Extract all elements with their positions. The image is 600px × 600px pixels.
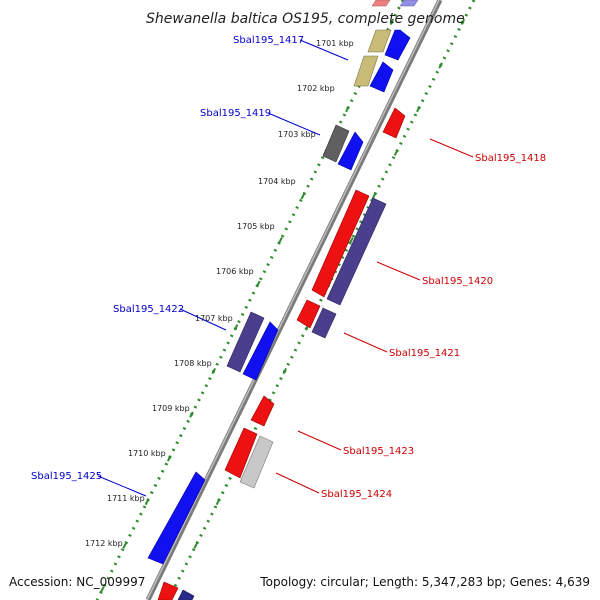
gene-feature <box>322 124 350 163</box>
gene-feature <box>369 61 394 93</box>
kbp-label: 1709 kbp <box>152 404 190 413</box>
kbp-labels: 1701 kbp 1702 kbp 1703 kbp 1704 kbp 1705… <box>85 39 354 548</box>
ruler-tick <box>282 367 288 375</box>
gene-feature <box>337 131 364 171</box>
ruler-tick <box>389 18 395 25</box>
ruler-line-left <box>95 0 405 600</box>
map-title: Shewanella baltica OS195, complete genom… <box>146 11 465 27</box>
gene-label-sbal195-1419: Sbal195_1419 <box>200 108 271 119</box>
leader-line-1421 <box>343 332 388 353</box>
kbp-label: 1707 kbp <box>195 314 233 323</box>
topology-text: Topology: circular; Length: 5,347,283 bp… <box>259 575 590 589</box>
ruler-tick <box>215 498 221 506</box>
ruler-tick <box>300 193 306 200</box>
gene-feature <box>250 395 275 427</box>
kbp-label: 1712 kbp <box>85 539 123 548</box>
kbp-label: 1704 kbp <box>258 177 296 186</box>
kbp-label: 1711 kbp <box>107 494 145 503</box>
gene-feature <box>371 0 391 7</box>
ruler-tick <box>166 455 172 462</box>
ruler-tick <box>438 62 443 69</box>
kbp-label: 1702 kbp <box>297 84 335 93</box>
gene-feature <box>177 589 195 600</box>
ruler-tick <box>122 542 127 549</box>
leader-line-1423 <box>297 430 342 451</box>
leader-line-1422 <box>179 308 227 331</box>
ruler-tick <box>349 236 354 244</box>
gene-label-sbal195-1424: Sbal195_1424 <box>321 489 392 500</box>
gene-label-sbal195-1425: Sbal195_1425 <box>31 471 102 482</box>
gene-label-sbal195-1421: Sbal195_1421 <box>389 348 460 359</box>
gene-label-sbal195-1418: Sbal195_1418 <box>475 153 546 164</box>
kbp-label: 1710 kbp <box>128 449 166 458</box>
ruler-tick <box>211 367 217 375</box>
gene-feature <box>296 299 321 329</box>
ruler-tick <box>256 280 261 287</box>
gene-feature <box>157 581 179 600</box>
gene-feature <box>239 435 274 489</box>
genome-backbone <box>145 0 443 600</box>
kbp-label: 1701 kbp <box>316 39 354 48</box>
gene-feature <box>326 197 387 306</box>
ruler-tick <box>189 411 194 418</box>
gene-feature <box>399 0 419 7</box>
ruler-tick <box>345 106 350 113</box>
gene-feature <box>367 29 392 53</box>
gene-label-sbal195-1420: Sbal195_1420 <box>422 276 493 287</box>
ruler-tick <box>100 586 105 593</box>
gene-feature <box>311 189 370 298</box>
gene-feature <box>353 55 379 87</box>
gene-features <box>147 0 419 600</box>
leader-line-1418 <box>429 138 474 158</box>
gene-label-sbal195-1423: Sbal195_1423 <box>343 446 414 457</box>
leader-line-1425 <box>97 475 147 497</box>
kbp-label: 1708 kbp <box>174 359 212 368</box>
ruler-tick <box>460 18 466 25</box>
gene-feature <box>384 29 411 61</box>
leader-line-1420 <box>376 261 421 281</box>
kbp-label: 1703 kbp <box>278 130 316 139</box>
ruler-tick <box>144 498 150 506</box>
ruler-tick <box>233 324 239 331</box>
kbp-label: 1706 kbp <box>216 267 254 276</box>
leader-line-1417 <box>299 39 349 61</box>
leader-lines <box>97 39 474 497</box>
gene-feature <box>226 311 265 373</box>
gene-feature <box>242 321 279 381</box>
gene-feature <box>147 471 206 565</box>
kbp-label: 1705 kbp <box>237 222 275 231</box>
gene-label-sbal195-1422: Sbal195_1422 <box>113 304 184 315</box>
leader-line-1419 <box>267 112 321 136</box>
gene-labels-left: Sbal195_1417 Sbal195_1419 Sbal195_1422 S… <box>31 35 304 482</box>
gene-feature <box>311 307 337 339</box>
leader-line-1424 <box>275 472 320 494</box>
gene-label-sbal195-1417: Sbal195_1417 <box>233 35 304 46</box>
ruler-tick <box>193 542 198 549</box>
gene-labels-right: Sbal195_1418 Sbal195_1420 Sbal195_1421 S… <box>321 153 546 500</box>
genome-backbone-highlight <box>146 0 440 600</box>
ruler-tick <box>416 106 421 113</box>
accession-text: Accession: NC_009997 <box>9 575 145 589</box>
ruler-tick <box>278 236 283 244</box>
ruler-tick <box>393 149 399 156</box>
gene-feature <box>224 427 258 479</box>
gene-feature <box>382 107 406 139</box>
